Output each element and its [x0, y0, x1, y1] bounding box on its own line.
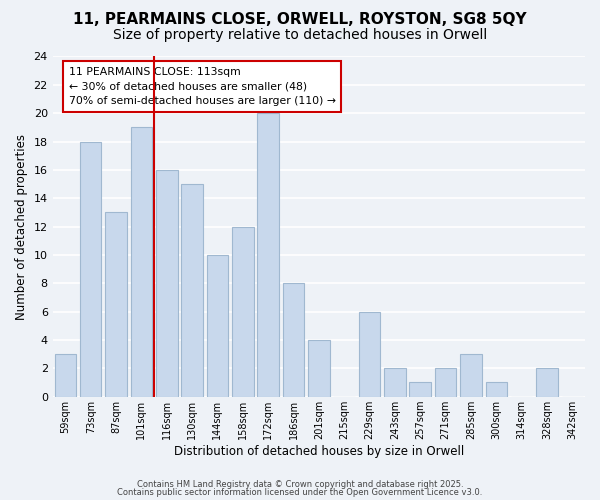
Bar	[80, 142, 101, 396]
Bar	[485, 382, 507, 396]
Bar	[435, 368, 457, 396]
Bar	[181, 184, 203, 396]
Bar	[206, 255, 228, 396]
Bar	[384, 368, 406, 396]
Bar	[55, 354, 76, 397]
Text: 11, PEARMAINS CLOSE, ORWELL, ROYSTON, SG8 5QY: 11, PEARMAINS CLOSE, ORWELL, ROYSTON, SG…	[73, 12, 527, 28]
Bar	[359, 312, 380, 396]
Text: Size of property relative to detached houses in Orwell: Size of property relative to detached ho…	[113, 28, 487, 42]
Text: 11 PEARMAINS CLOSE: 113sqm
← 30% of detached houses are smaller (48)
70% of semi: 11 PEARMAINS CLOSE: 113sqm ← 30% of deta…	[68, 66, 335, 106]
Bar	[409, 382, 431, 396]
Bar	[536, 368, 558, 396]
Bar	[156, 170, 178, 396]
X-axis label: Distribution of detached houses by size in Orwell: Distribution of detached houses by size …	[174, 444, 464, 458]
Bar	[283, 284, 304, 397]
Bar	[232, 226, 254, 396]
Bar	[257, 113, 279, 397]
Bar	[105, 212, 127, 396]
Bar	[131, 128, 152, 396]
Text: Contains public sector information licensed under the Open Government Licence v3: Contains public sector information licen…	[118, 488, 482, 497]
Bar	[460, 354, 482, 397]
Y-axis label: Number of detached properties: Number of detached properties	[15, 134, 28, 320]
Bar	[308, 340, 329, 396]
Text: Contains HM Land Registry data © Crown copyright and database right 2025.: Contains HM Land Registry data © Crown c…	[137, 480, 463, 489]
